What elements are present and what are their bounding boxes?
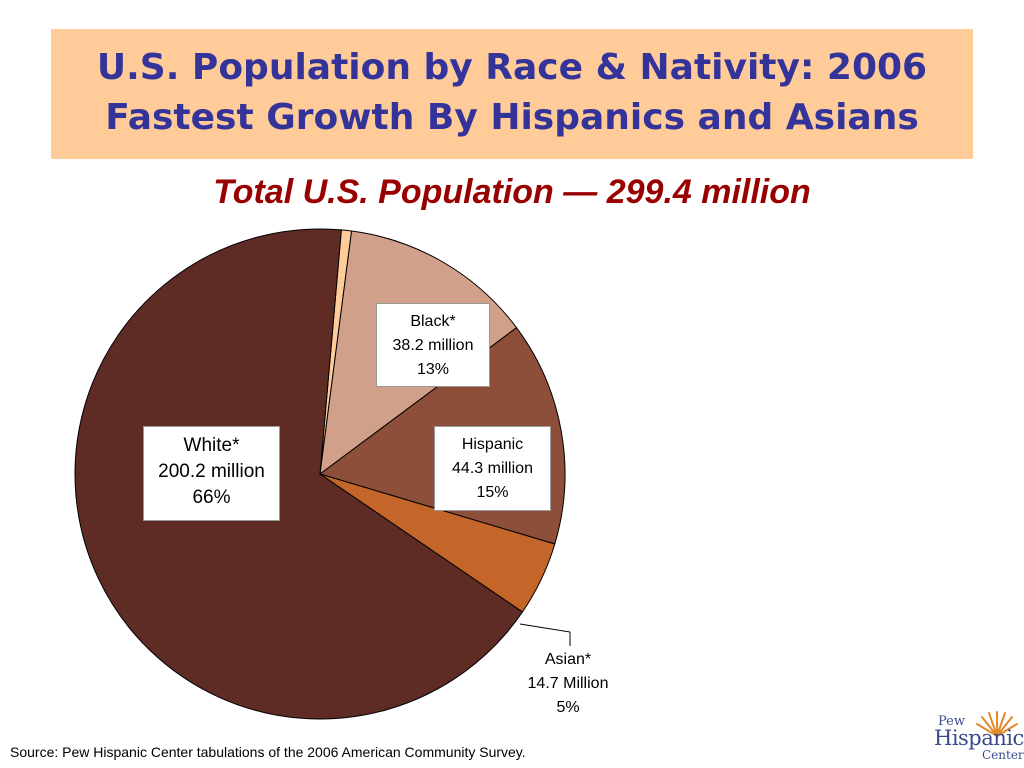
chart-subtitle: Total U.S. Population — 299.4 million (213, 173, 811, 211)
asian-slice-name: Asian* (544, 651, 592, 668)
slide-title-line-1: U.S. Population by Race & Nativity: 2006 (96, 47, 928, 88)
hispanic-slice-percent: 15% (476, 484, 509, 501)
asian-slice-value: 14.7 Million (527, 675, 609, 692)
white-slice-name: White* (183, 435, 240, 456)
logo-text-hispanic: Hispanic (934, 726, 1024, 750)
black-slice-value: 38.2 million (392, 337, 474, 354)
title-banner: U.S. Population by Race & Nativity: 2006… (51, 29, 973, 159)
source-note: Source: Pew Hispanic Center tabulations … (10, 744, 526, 760)
black-slice-name: Black* (410, 313, 456, 330)
sunburst-icon (976, 711, 1018, 737)
white-slice-value: 200.2 million (158, 461, 265, 482)
hispanic-slice-name: Hispanic (461, 436, 524, 453)
black-label-box: Black* 38.2 million 13% (376, 303, 490, 387)
asian-leader-line (519, 623, 571, 646)
hispanic-label-box: Hispanic 44.3 million 15% (434, 426, 551, 511)
logo-text-center: Center (982, 748, 1024, 762)
white-label-box: White* 200.2 million 66% (143, 426, 280, 521)
slide-title-line-2: Fastest Growth By Hispanics and Asians (105, 97, 919, 138)
black-slice-percent: 13% (416, 361, 450, 378)
logo-text-pew: Pew (938, 714, 965, 729)
white-slice-percent: 66% (192, 487, 231, 508)
pie-slice-white (74, 228, 524, 720)
hispanic-slice-value: 44.3 million (452, 460, 533, 477)
asian-slice-percent: 5% (556, 699, 580, 716)
pew-hispanic-center-logo: Pew Hispanic Center (930, 706, 1024, 766)
asian-label: Asian* 14.7 Million 5% (505, 648, 631, 720)
